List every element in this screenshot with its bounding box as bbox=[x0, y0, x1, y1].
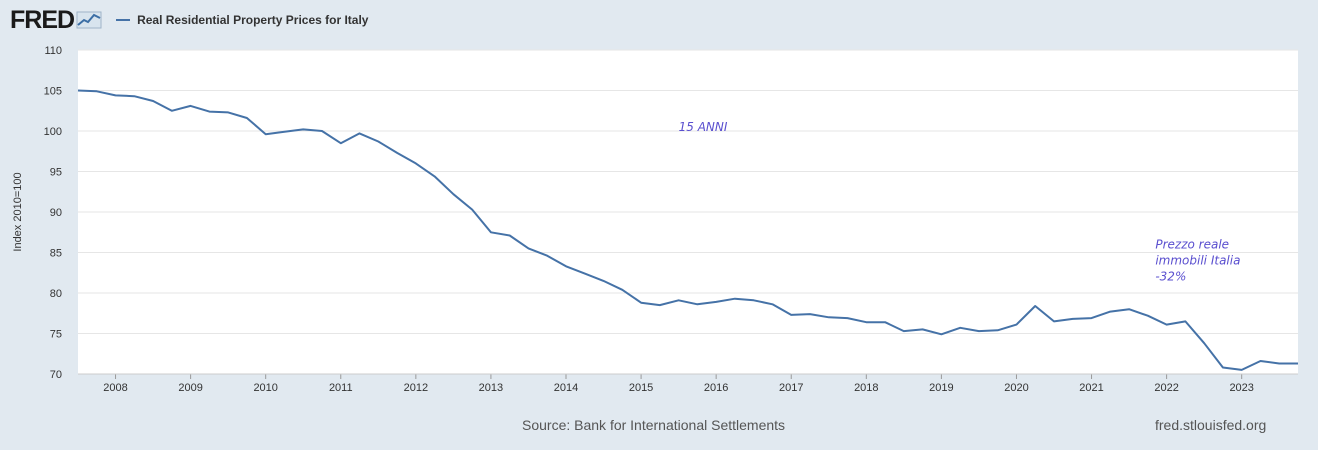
chart-annotation: 15 ANNI bbox=[679, 120, 728, 134]
x-tick-label: 2023 bbox=[1229, 382, 1253, 394]
legend-swatch bbox=[116, 19, 131, 21]
x-tick-label: 2021 bbox=[1079, 382, 1103, 394]
site-link[interactable]: fred.stlouisfed.org bbox=[1155, 417, 1267, 433]
legend-label: Real Residential Property Prices for Ita… bbox=[137, 13, 369, 27]
chart-legend: Real Residential Property Prices for Ita… bbox=[116, 13, 368, 27]
fred-logo[interactable]: FRED bbox=[10, 6, 102, 35]
y-tick-label: 100 bbox=[44, 126, 62, 138]
y-tick-label: 70 bbox=[50, 369, 62, 381]
x-tick-label: 2013 bbox=[479, 382, 503, 394]
y-tick-label: 75 bbox=[50, 329, 62, 341]
x-tick-label: 2009 bbox=[178, 382, 202, 394]
header: FRED Real Residential Property Prices fo… bbox=[10, 6, 368, 34]
x-tick-label: 2019 bbox=[929, 382, 953, 394]
chart-annotation: Prezzo reale immobili Italia -32% bbox=[1155, 237, 1240, 283]
x-tick-label: 2014 bbox=[554, 382, 578, 394]
y-tick-label: 85 bbox=[50, 248, 62, 260]
fred-logo-text: FRED bbox=[10, 5, 75, 34]
y-tick-label: 95 bbox=[50, 167, 62, 179]
x-tick-label: 2012 bbox=[404, 382, 428, 394]
x-tick-label: 2018 bbox=[854, 382, 878, 394]
y-tick-label: 80 bbox=[50, 288, 62, 300]
trend-chart-icon bbox=[76, 11, 102, 29]
x-tick-label: 2008 bbox=[103, 382, 127, 394]
x-tick-label: 2010 bbox=[253, 382, 277, 394]
y-tick-label: 105 bbox=[44, 86, 62, 98]
x-tick-label: 2022 bbox=[1154, 382, 1178, 394]
line-chart: 70 75 80 85 90 95 100 105 110 2008 2009 2010 2011 201… bbox=[44, 45, 1298, 394]
source-note: Source: Bank for International Settlemen… bbox=[522, 417, 786, 433]
x-tick-label: 2017 bbox=[779, 382, 803, 394]
x-tick-label: 2015 bbox=[629, 382, 653, 394]
y-tick-label: 110 bbox=[44, 45, 62, 57]
series-line bbox=[77, 89, 1298, 371]
x-tick-label: 2020 bbox=[1004, 382, 1028, 394]
x-tick-label: 2011 bbox=[329, 382, 353, 394]
x-tick-label: 2016 bbox=[704, 382, 728, 394]
y-tick-label: 90 bbox=[50, 207, 62, 219]
